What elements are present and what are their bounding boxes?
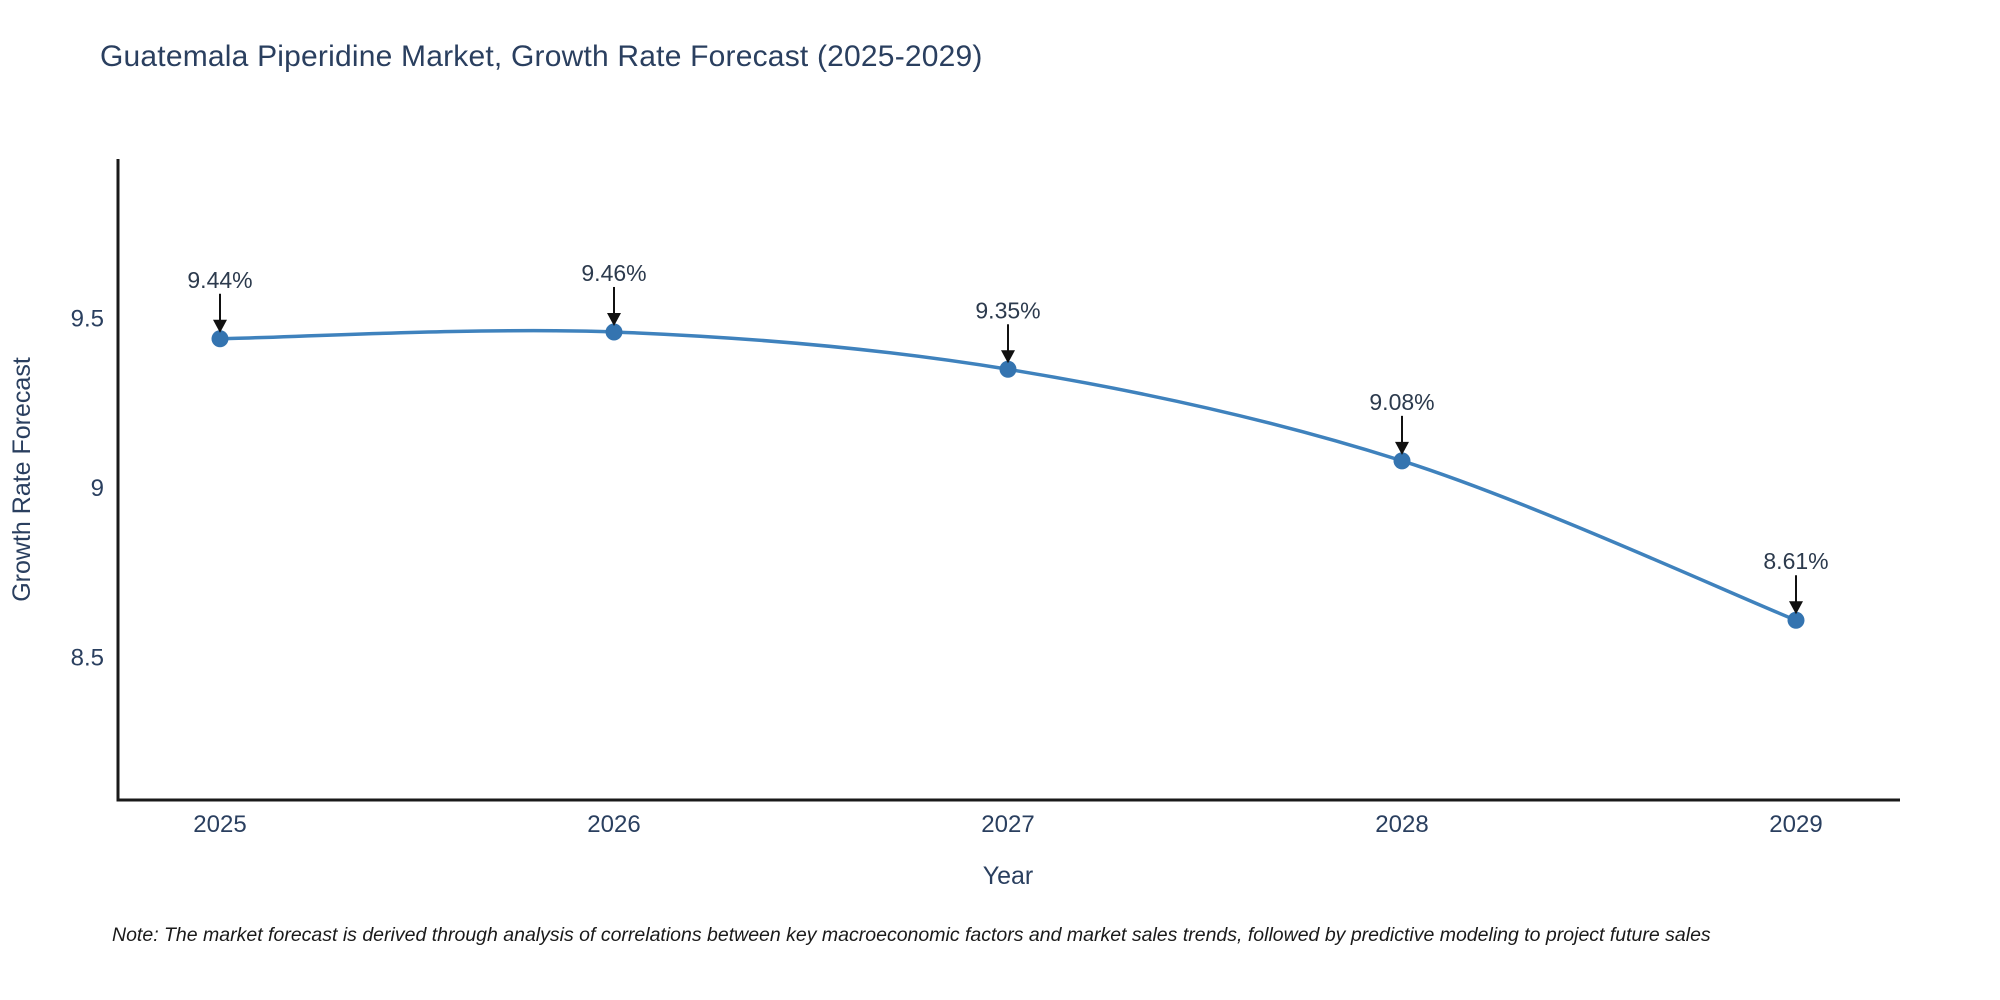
data-point-2028[interactable] bbox=[1393, 452, 1411, 470]
point-value-label: 8.61% bbox=[1763, 548, 1828, 574]
y-tick-label: 9 bbox=[91, 475, 104, 502]
point-value-label: 9.44% bbox=[187, 267, 252, 293]
annotation-arrowhead-icon bbox=[213, 319, 227, 333]
chart-footnote: Note: The market forecast is derived thr… bbox=[112, 924, 1711, 946]
x-tick-label: 2029 bbox=[1769, 811, 1822, 838]
annotation-arrowhead-icon bbox=[607, 312, 621, 326]
point-value-label: 9.46% bbox=[581, 260, 646, 286]
x-tick-label: 2028 bbox=[1375, 811, 1428, 838]
x-tick-label: 2026 bbox=[587, 811, 640, 838]
x-tick-label: 2027 bbox=[981, 811, 1034, 838]
annotation-arrowhead-icon bbox=[1001, 350, 1015, 364]
data-point-2026[interactable] bbox=[605, 323, 623, 341]
y-tick-label: 9.5 bbox=[71, 305, 104, 332]
annotation-arrowhead-icon bbox=[1789, 601, 1803, 615]
annotation-arrowhead-icon bbox=[1395, 441, 1409, 455]
chart-title: Guatemala Piperidine Market, Growth Rate… bbox=[100, 40, 983, 73]
data-point-2029[interactable] bbox=[1787, 611, 1805, 629]
data-point-2025[interactable] bbox=[211, 330, 229, 348]
data-point-2027[interactable] bbox=[999, 360, 1017, 378]
point-value-label: 9.08% bbox=[1369, 389, 1434, 415]
x-tick-label: 2025 bbox=[193, 811, 246, 838]
y-axis-title: Growth Rate Forecast bbox=[8, 357, 36, 602]
y-tick-label: 8.5 bbox=[71, 645, 104, 672]
x-axis-title: Year bbox=[983, 862, 1034, 890]
point-value-label: 9.35% bbox=[975, 297, 1040, 323]
